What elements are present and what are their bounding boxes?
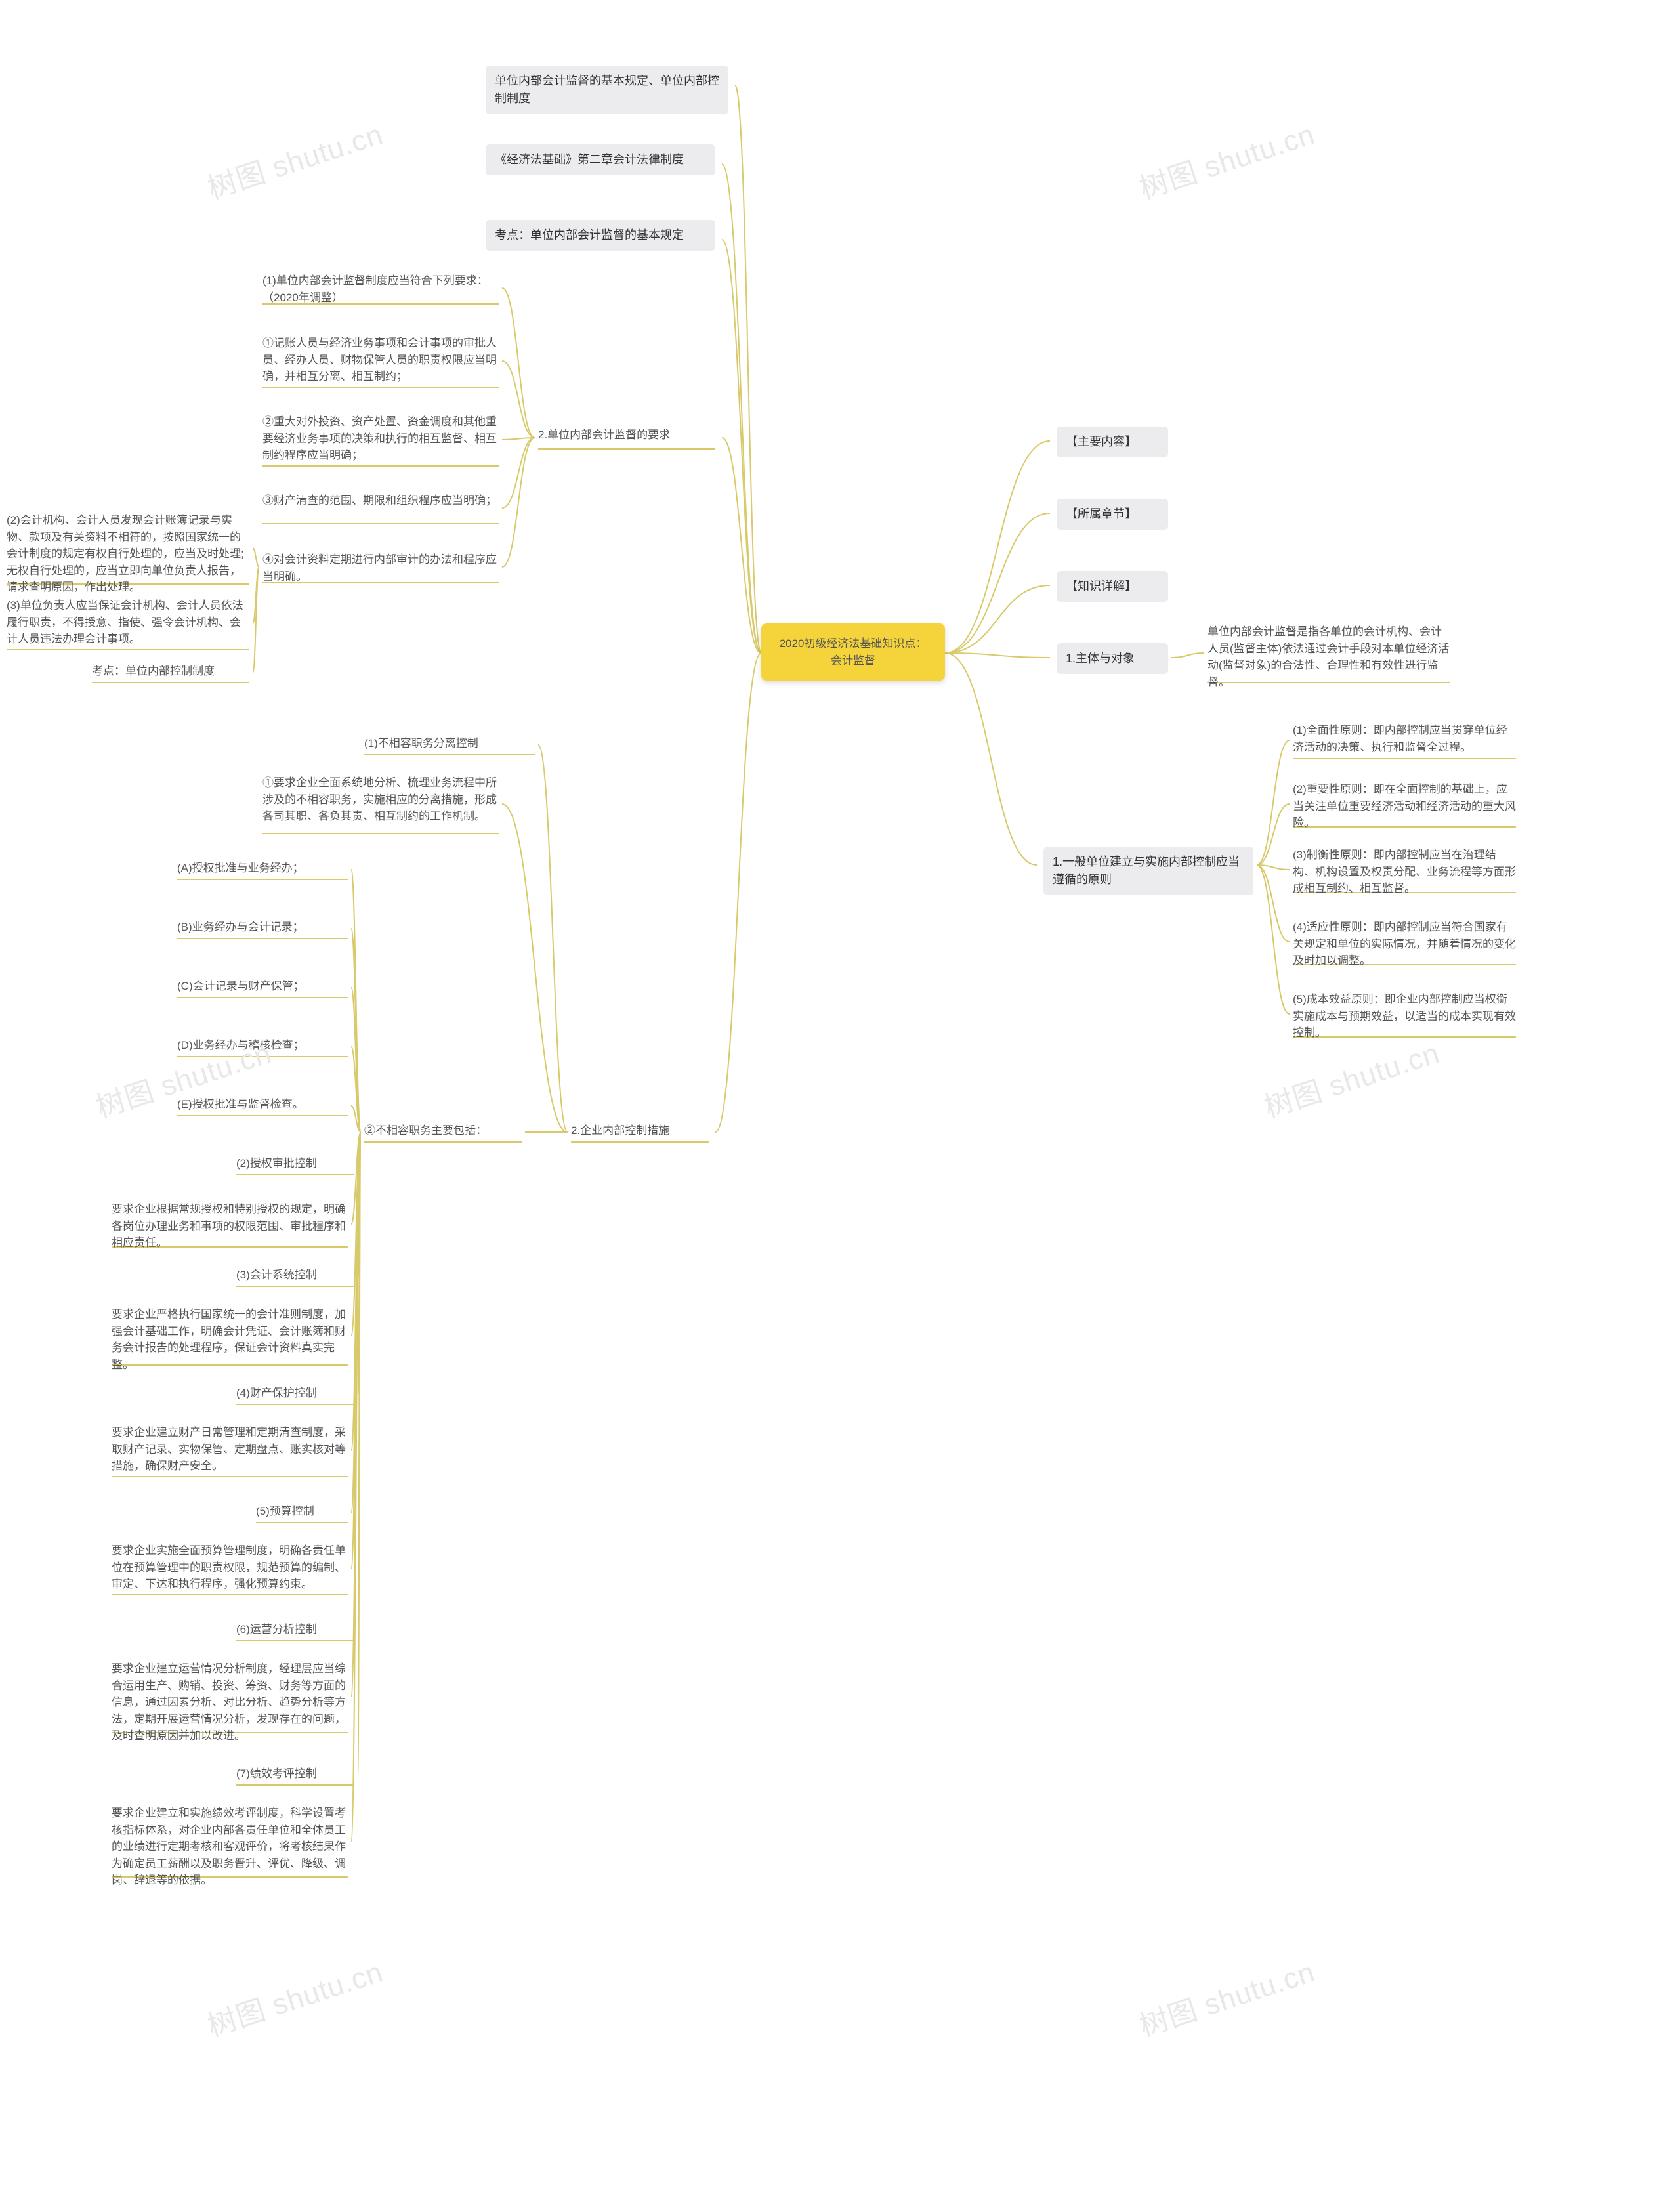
left-leaf-2: (6)运营分析控制 [236, 1621, 354, 1638]
left-leaf-2: 要求企业严格执行国家统一的会计准则制度，加强会计基础工作，明确会计凭证、会计账簿… [112, 1306, 348, 1373]
left-leaf: ②不相容职务主要包括： [364, 1122, 522, 1139]
left-leaf-2: 要求企业实施全面预算管理制度，明确各责任单位在预算管理中的职责权限，规范预算的编… [112, 1542, 348, 1593]
right-branch: 【主要内容】 [1057, 427, 1168, 457]
left-leaf: ③财产清查的范围、期限和组织程序应当明确； [262, 492, 499, 509]
left-branch: 考点：单位内部会计监督的基本规定 [486, 220, 715, 251]
watermark: 树图 shutu.cn [1133, 1949, 1320, 2045]
left-leaf: ④对会计资料定期进行内部审计的办法和程序应当明确。 [262, 551, 499, 585]
right-leaf: (4)适应性原则：即内部控制应当符合国家有关规定和单位的实际情况，并随着情况的变… [1293, 919, 1516, 969]
left-leaf: ①要求企业全面系统地分析、梳理业务流程中所涉及的不相容职务，实施相应的分离措施，… [262, 774, 499, 825]
right-leaf: (3)制衡性原则：即内部控制应当在治理结构、机构设置及权责分配、业务流程等方面形… [1293, 847, 1516, 897]
root-node: 2020初级经济法基础知识点：会计监督 [761, 623, 945, 681]
left-leaf-2: (E)授权批准与监督检查。 [177, 1096, 348, 1113]
right-branch: 【所属章节】 [1057, 499, 1168, 530]
left-leaf-2: (7)绩效考评控制 [236, 1765, 354, 1783]
left-branch: 2.企业内部控制措施 [571, 1122, 709, 1139]
right-branch: 【知识详解】 [1057, 571, 1168, 602]
left-leaf-2: (C)会计记录与财产保管； [177, 978, 348, 995]
left-leaf-2: 要求企业建立运营情况分析制度，经理层应当综合运用生产、购销、投资、筹资、财务等方… [112, 1660, 348, 1744]
right-branch: 1.一般单位建立与实施内部控制应当遵循的原则 [1043, 847, 1253, 895]
watermark: 树图 shutu.cn [201, 111, 388, 207]
right-leaf: (1)全面性原则：即内部控制应当贯穿单位经济活动的决策、执行和监督全过程。 [1293, 722, 1516, 755]
left-leaf-2: 要求企业根据常规授权和特别授权的规定，明确各岗位办理业务和事项的权限范围、审批程… [112, 1201, 348, 1252]
left-leaf-2: (5)预算控制 [256, 1503, 348, 1520]
watermark: 树图 shutu.cn [201, 1949, 388, 2045]
left-branch: 2.单位内部会计监督的要求 [538, 427, 715, 444]
left-leaf-2: (3)单位负责人应当保证会计机构、会计人员依法履行职责，不得授意、指使、强令会计… [7, 597, 249, 648]
left-leaf-2: (2)授权审批控制 [236, 1155, 354, 1172]
left-leaf-2: (B)业务经办与会计记录； [177, 919, 348, 936]
left-leaf: (1)不相容职务分离控制 [364, 735, 535, 752]
right-leaf: (2)重要性原则：即在全面控制的基础上，应当关注单位重要经济活动和经济活动的重大… [1293, 781, 1516, 832]
left-leaf: ②重大对外投资、资产处置、资金调度和其他重要经济业务事项的决策和执行的相互监督、… [262, 413, 499, 464]
watermark: 树图 shutu.cn [1258, 1030, 1444, 1126]
left-branch: 单位内部会计监督的基本规定、单位内部控制制度 [486, 66, 728, 114]
left-leaf-2: 要求企业建立和实施绩效考评制度，科学设置考核指标体系，对企业内部各责任单位和全体… [112, 1805, 348, 1889]
right-leaf: 单位内部会计监督是指各单位的会计机构、会计人员(监督主体)依法通过会计手段对本单… [1208, 623, 1450, 690]
left-leaf-2: (A)授权批准与业务经办； [177, 860, 348, 877]
watermark: 树图 shutu.cn [1133, 111, 1320, 207]
left-leaf: ①记账人员与经济业务事项和会计事项的审批人员、经办人员、财物保管人员的职责权限应… [262, 335, 499, 385]
left-branch: 《经济法基础》第二章会计法律制度 [486, 144, 715, 175]
left-leaf-2: (D)业务经办与稽核检查； [177, 1037, 348, 1054]
left-leaf-2: (2)会计机构、会计人员发现会计账簿记录与实物、款项及有关资料不相符的，按照国家… [7, 512, 249, 596]
right-leaf: (5)成本效益原则：即企业内部控制应当权衡实施成本与预期效益，以适当的成本实现有… [1293, 991, 1516, 1042]
left-leaf: (1)单位内部会计监督制度应当符合下列要求：（2020年调整） [262, 272, 499, 306]
left-leaf-2: (4)财产保护控制 [236, 1385, 354, 1402]
left-leaf-2: (3)会计系统控制 [236, 1267, 354, 1284]
left-leaf-2: 考点：单位内部控制制度 [92, 663, 249, 680]
left-leaf-2: 要求企业建立财产日常管理和定期清查制度，采取财产记录、实物保管、定期盘点、账实核… [112, 1424, 348, 1475]
right-branch: 1.主体与对象 [1057, 643, 1168, 674]
